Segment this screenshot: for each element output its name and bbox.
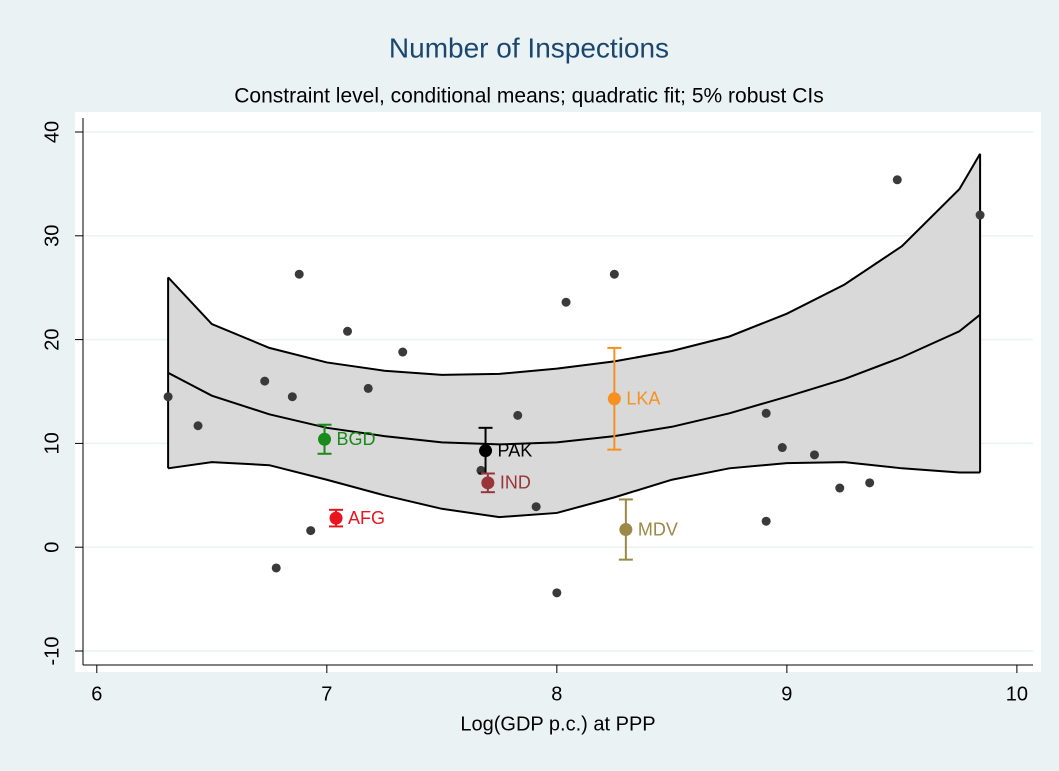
fit-line bbox=[167, 313, 981, 446]
point bbox=[761, 516, 771, 526]
y-tick-label: 10 bbox=[41, 432, 63, 454]
x-tick-label: 7 bbox=[321, 683, 332, 705]
point bbox=[306, 526, 316, 536]
highlight-point bbox=[481, 476, 495, 490]
point-label: LKA bbox=[626, 389, 660, 409]
point bbox=[561, 297, 571, 307]
point-label: IND bbox=[500, 473, 531, 493]
y-tick-label: 0 bbox=[41, 542, 63, 553]
point bbox=[513, 410, 523, 420]
x-tick-label: 6 bbox=[91, 683, 102, 705]
point bbox=[777, 443, 787, 453]
point bbox=[609, 269, 619, 279]
point bbox=[975, 210, 985, 220]
point bbox=[271, 563, 281, 573]
point bbox=[193, 421, 203, 431]
y-tick-label: 30 bbox=[41, 225, 63, 247]
point-label: AFG bbox=[348, 508, 385, 528]
point bbox=[294, 269, 304, 279]
ci-upper bbox=[167, 153, 981, 376]
ci-band bbox=[168, 153, 981, 518]
point bbox=[287, 392, 297, 402]
x-axis-label: Log(GDP p.c.) at PPP bbox=[460, 713, 655, 735]
ci-lower bbox=[167, 461, 981, 519]
point-label: MDV bbox=[638, 519, 678, 539]
x-tick-label: 9 bbox=[781, 683, 792, 705]
point bbox=[835, 483, 845, 493]
y-tick-label: -10 bbox=[41, 637, 63, 666]
point bbox=[260, 376, 270, 386]
highlight-point bbox=[329, 511, 343, 525]
point bbox=[552, 588, 562, 598]
point bbox=[531, 502, 541, 512]
point bbox=[761, 408, 771, 418]
y-tick-label: 40 bbox=[41, 121, 63, 143]
point-label: PAK bbox=[498, 440, 533, 460]
point bbox=[892, 175, 902, 185]
point bbox=[163, 392, 173, 402]
x-tick-label: 10 bbox=[1006, 683, 1028, 705]
highlight-point bbox=[479, 444, 493, 458]
point bbox=[343, 326, 353, 336]
chart-title: Number of Inspections bbox=[389, 32, 669, 63]
highlight-point bbox=[318, 432, 332, 446]
x-tick-label: 8 bbox=[551, 683, 562, 705]
y-tick-label: 20 bbox=[41, 328, 63, 350]
point-label: BGD bbox=[337, 429, 376, 449]
highlight-point bbox=[619, 523, 633, 537]
highlight-point bbox=[607, 392, 621, 406]
point bbox=[363, 383, 373, 393]
point bbox=[398, 347, 408, 357]
chart-subtitle: Constraint level, conditional means; qua… bbox=[234, 85, 823, 108]
point bbox=[865, 478, 875, 488]
point bbox=[809, 450, 819, 460]
